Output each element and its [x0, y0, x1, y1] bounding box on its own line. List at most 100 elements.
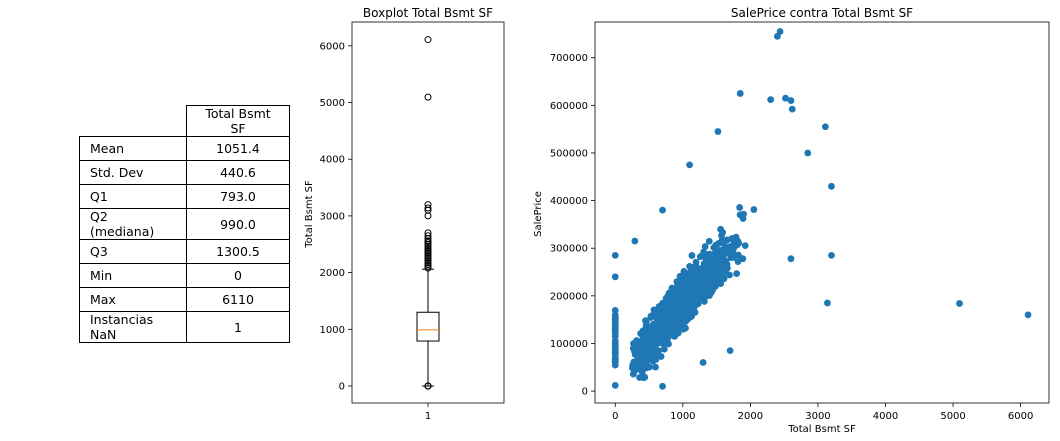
stats-header-row: Total Bsmt SF — [79, 105, 290, 137]
scatter-point — [652, 363, 659, 371]
scatter-point — [712, 262, 719, 270]
stats-row-nan: Instancias NaN 1 — [79, 311, 290, 343]
scatter-point — [690, 294, 698, 302]
stats-row-value: 1300.5 — [186, 239, 290, 264]
stats-row-q1: Q1 793.0 — [79, 184, 290, 209]
scatter-xlabel: Total Bsmt SF — [787, 424, 856, 435]
scatter-point — [734, 258, 742, 265]
stats-row-min: Min 0 — [79, 263, 290, 288]
scatter-point — [611, 251, 619, 259]
scatter-point — [726, 271, 733, 279]
boxplot-outlier — [424, 232, 432, 240]
scatter-point — [824, 299, 831, 307]
scatter-x-tick-label: 0 — [612, 411, 618, 422]
scatter-point — [788, 105, 796, 113]
boxplot-box — [416, 311, 440, 342]
scatter-point — [611, 332, 619, 340]
scatter-point — [685, 311, 693, 319]
scatter-point — [685, 275, 693, 283]
scatter-point — [733, 270, 741, 278]
scatter-point — [728, 235, 736, 242]
stats-row-max: Max 6110 — [79, 287, 290, 312]
scatter-point — [709, 256, 717, 264]
scatter-x-tick-label: 5000 — [940, 411, 965, 422]
scatter-point — [666, 314, 673, 322]
stats-row-value: 990.0 — [186, 208, 290, 240]
scatter-point — [659, 206, 666, 214]
boxplot-outlier — [424, 204, 432, 212]
scatter-point — [714, 128, 722, 135]
scatter-point — [611, 306, 619, 314]
scatter-point — [649, 357, 657, 365]
scatter-point — [665, 307, 673, 315]
scatter-y-tick-label: 700000 — [550, 53, 588, 64]
stats-row-mean: Mean 1051.4 — [79, 136, 290, 161]
scatter-point — [680, 316, 688, 324]
boxplot-y-tick-label: 2000 — [320, 268, 345, 279]
stats-row-label: Q1 — [79, 184, 187, 209]
scatter-point — [710, 282, 717, 290]
scatter-point — [660, 345, 668, 353]
scatter-point — [679, 325, 687, 333]
scatter-point — [767, 96, 775, 104]
scatter-point — [647, 314, 655, 321]
scatter-point — [669, 290, 677, 298]
scatter-point — [739, 215, 747, 222]
scatter-point — [611, 273, 619, 281]
boxplot-outlier — [424, 237, 432, 245]
scatter-point — [688, 265, 695, 272]
scatter-point — [741, 242, 749, 249]
stats-row-label: Mean — [79, 136, 187, 161]
boxplot-chart: 0 1000 2000 3000 4000 5000 6000 1 — [320, 21, 505, 422]
scatter-point — [611, 337, 619, 345]
boxplot-x-tick-label: 1 — [425, 411, 431, 422]
scatter-point — [696, 253, 704, 261]
scatter-point — [659, 382, 666, 390]
scatter-point — [638, 368, 646, 376]
boxplot-y-tick-label: 1000 — [320, 325, 345, 336]
scatter-point — [692, 258, 700, 266]
stats-row-value: 793.0 — [186, 184, 290, 209]
scatter-point — [639, 346, 647, 354]
stats-row-q2: Q2 (mediana) 990.0 — [79, 208, 290, 240]
scatter-point — [611, 317, 619, 325]
boxplot-y-tick-label: 5000 — [320, 98, 345, 109]
scatter-point — [722, 260, 730, 268]
scatter-point — [654, 306, 661, 314]
scatter-point — [712, 241, 720, 249]
boxplot-y-tick-label: 3000 — [320, 211, 345, 222]
scatter-point — [674, 305, 682, 313]
scatter-point — [648, 344, 656, 352]
scatter-y-tick-label: 500000 — [550, 148, 588, 159]
scatter-point — [736, 90, 744, 97]
scatter-point — [688, 252, 696, 259]
scatter-point — [828, 251, 835, 259]
scatter-point — [782, 94, 789, 102]
scatter-y-tick-label: 300000 — [550, 244, 588, 255]
scatter-y-tick-label: 600000 — [550, 101, 588, 112]
scatter-point — [726, 347, 734, 355]
scatter-point — [703, 262, 711, 270]
scatter-point — [691, 289, 699, 297]
scatter-point — [673, 278, 681, 286]
scatter-point — [650, 320, 657, 328]
scatter-point — [645, 351, 652, 359]
scatter-x-tick-label: 3000 — [805, 411, 830, 422]
scatter-point — [828, 182, 835, 190]
stats-row-label: Min — [79, 263, 187, 288]
scatter-point — [663, 328, 670, 335]
scatter-point — [729, 254, 737, 261]
scatter-point — [673, 318, 681, 326]
scatter-point — [641, 360, 649, 368]
scatter-point — [680, 286, 688, 293]
scatter-point — [729, 246, 737, 254]
scatter-point — [776, 28, 784, 35]
scatter-point — [681, 295, 688, 303]
scatter-y-tick-label: 0 — [582, 387, 588, 398]
scatter-point — [750, 206, 758, 213]
scatter-point — [611, 381, 619, 389]
scatter-point — [663, 321, 671, 329]
boxplot-outlier — [424, 201, 432, 209]
scatter-x-tick-label: 6000 — [1008, 411, 1033, 422]
